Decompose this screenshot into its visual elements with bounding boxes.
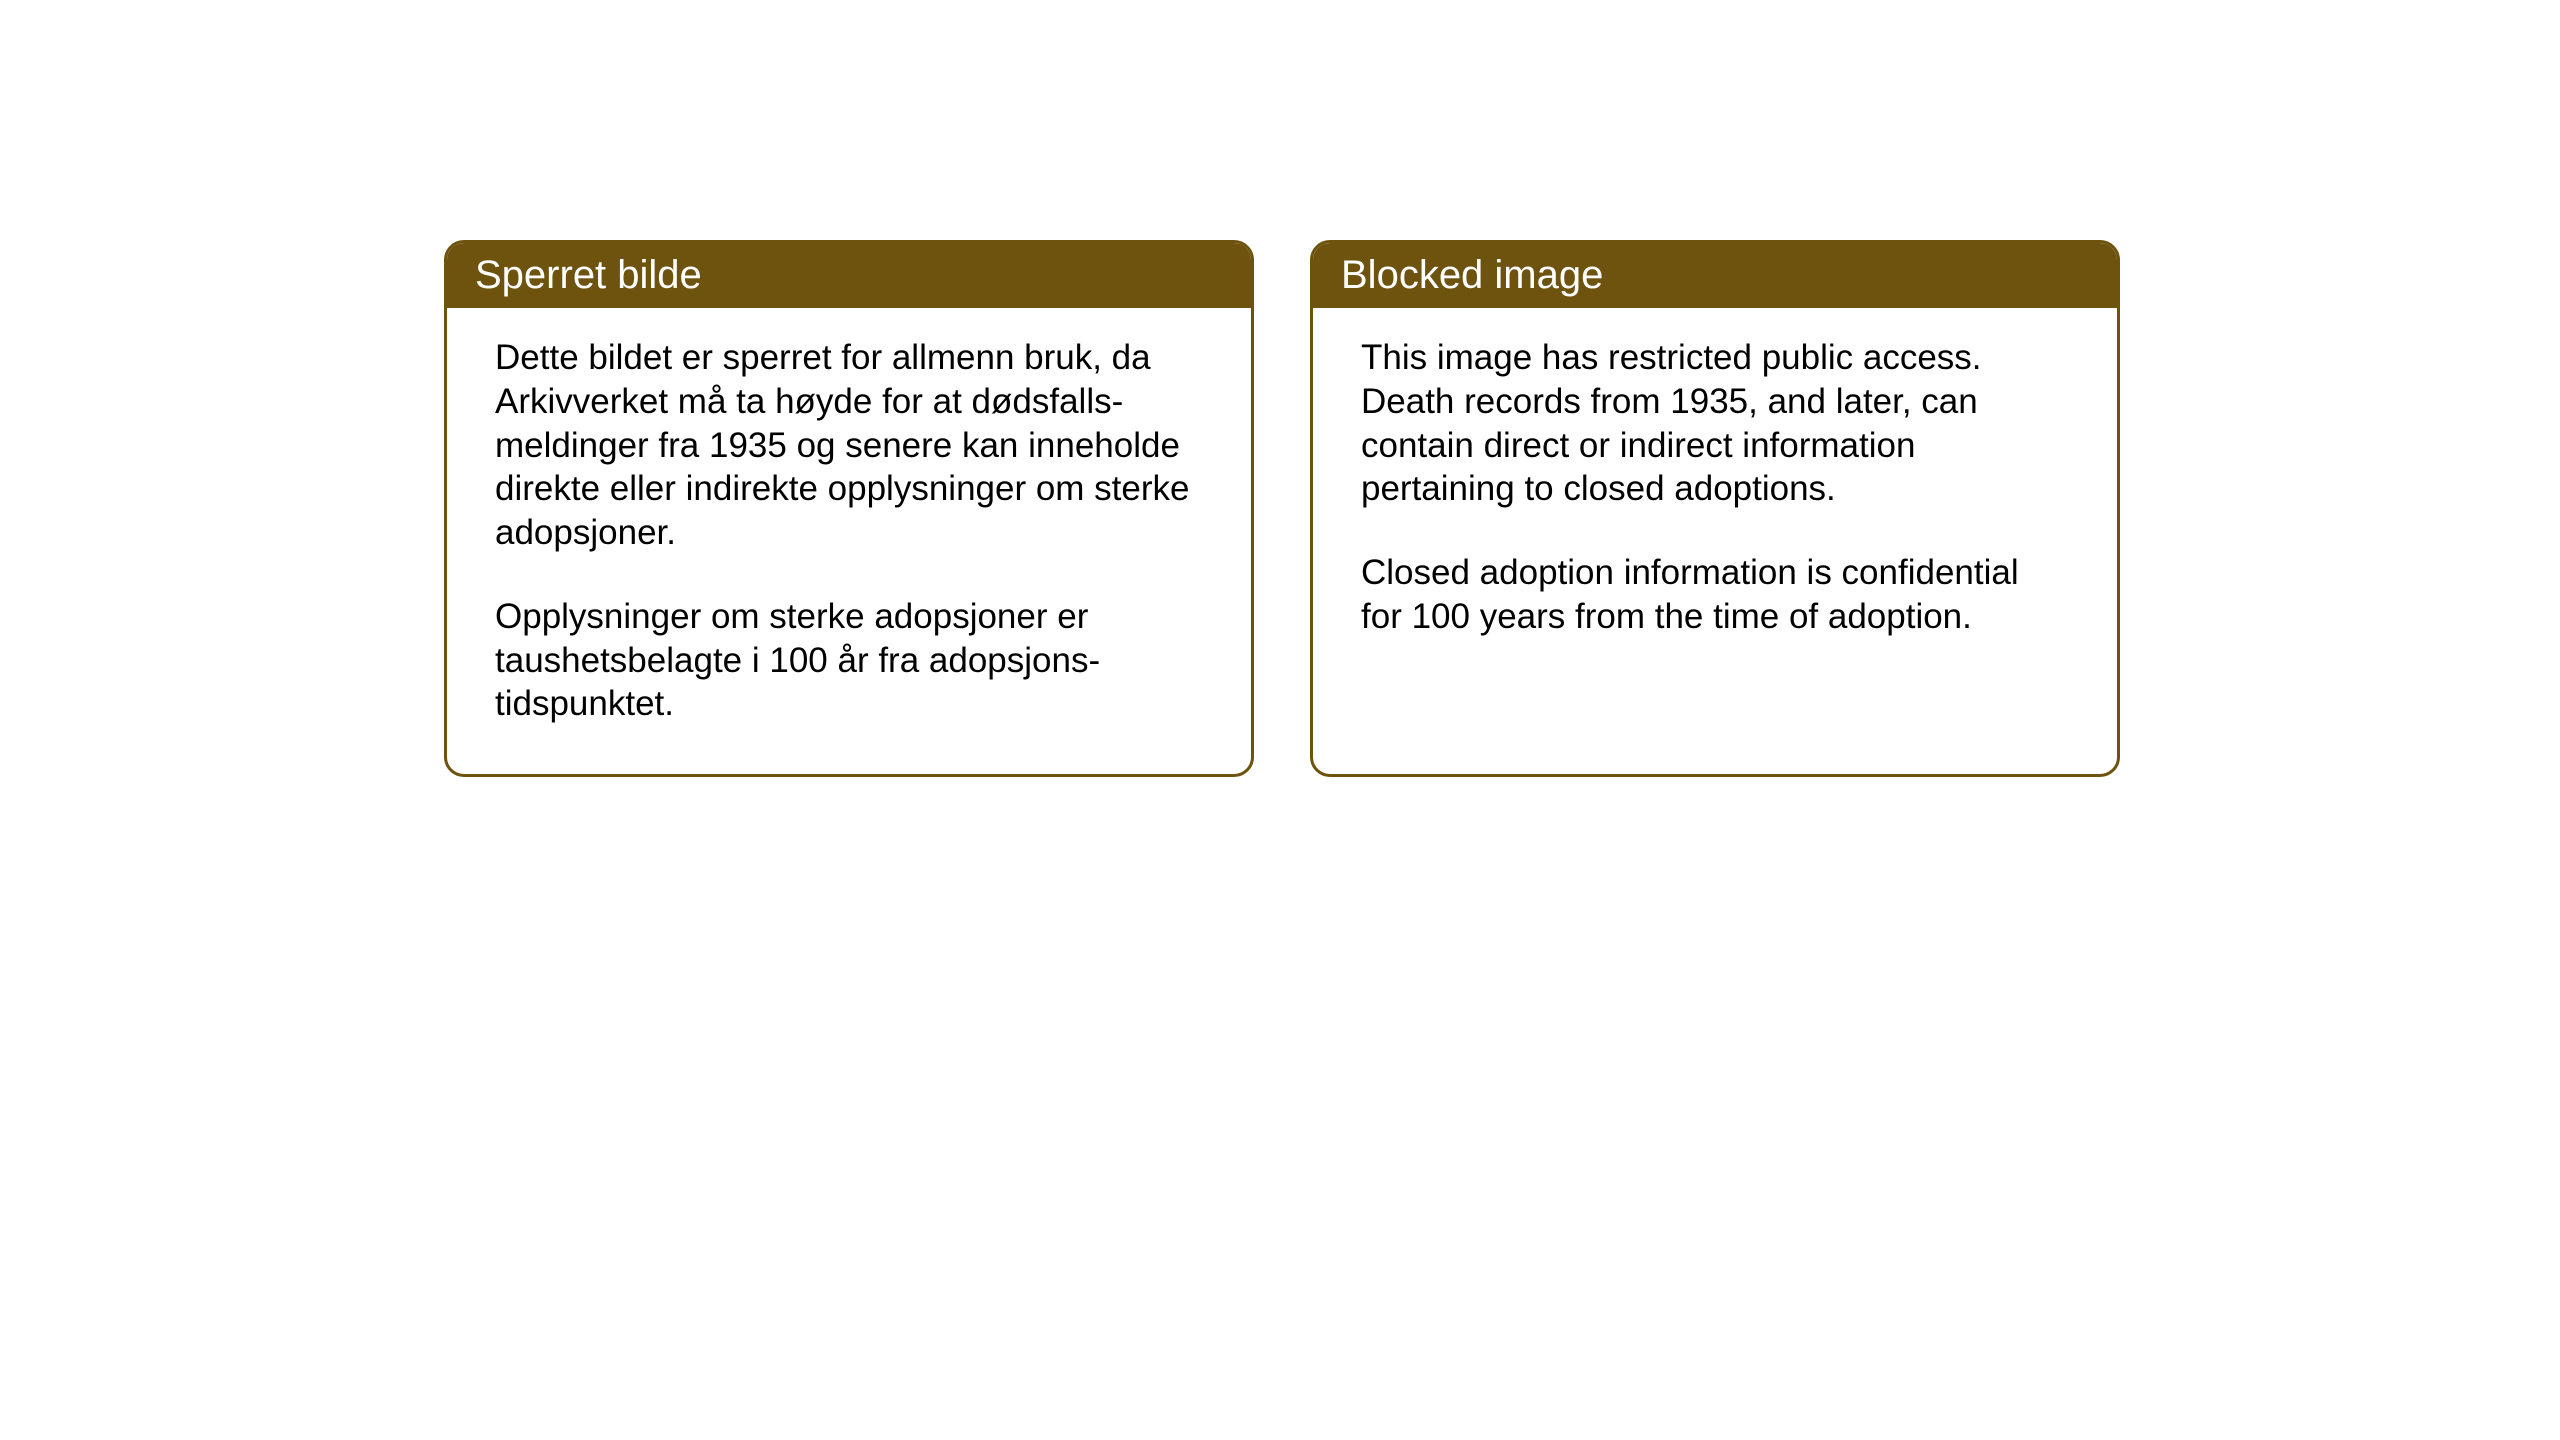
card-header-english: Blocked image: [1313, 243, 2117, 308]
card-norwegian: Sperret bilde Dette bildet er sperret fo…: [444, 240, 1254, 777]
card-body-norwegian: Dette bildet er sperret for allmenn bruk…: [447, 308, 1251, 774]
card-header-norwegian: Sperret bilde: [447, 243, 1251, 308]
card-english: Blocked image This image has restricted …: [1310, 240, 2120, 777]
card-title-english: Blocked image: [1341, 253, 1603, 297]
card-paragraph: Closed adoption information is confident…: [1361, 551, 2069, 639]
cards-container: Sperret bilde Dette bildet er sperret fo…: [444, 240, 2120, 777]
card-paragraph: This image has restricted public access.…: [1361, 336, 2069, 511]
card-body-english: This image has restricted public access.…: [1313, 308, 2117, 728]
card-paragraph: Opplysninger om sterke adopsjoner er tau…: [495, 595, 1203, 726]
card-title-norwegian: Sperret bilde: [475, 253, 702, 297]
card-paragraph: Dette bildet er sperret for allmenn bruk…: [495, 336, 1203, 555]
